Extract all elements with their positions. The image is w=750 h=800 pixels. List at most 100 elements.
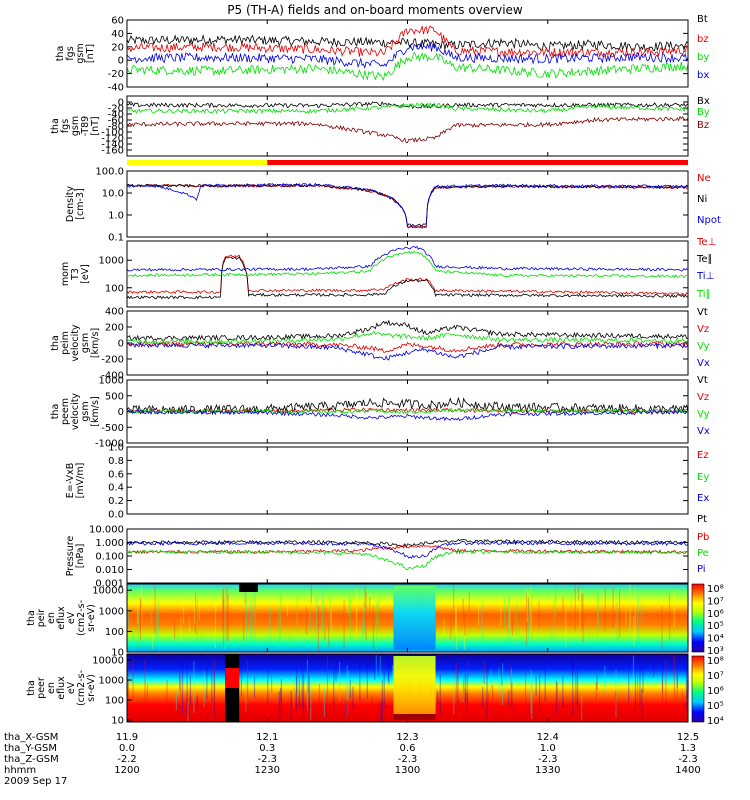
y-tick-label: 0.4: [108, 483, 124, 494]
spectrogram-streak: [577, 586, 580, 601]
colorbar-tick-label: 10⁵: [707, 701, 724, 712]
spectrogram-streak: [498, 667, 500, 693]
spectrogram-streak: [437, 691, 439, 707]
spectrogram-streak: [324, 605, 326, 630]
spectrogram-streak: [245, 677, 247, 712]
spectrogram-streak: [531, 673, 533, 720]
spectrogram-streak: [604, 665, 606, 693]
series-line-Vt: [127, 319, 688, 342]
series-line-Te∥: [127, 256, 688, 300]
spectrogram-streak: [482, 686, 484, 707]
spectrogram-streak: [575, 671, 577, 706]
y-axis-label-line: gsm: [80, 401, 91, 421]
spectrogram-streak: [298, 678, 300, 696]
y-axis-label-line: tha: [50, 118, 61, 134]
spectrogram-streak: [483, 661, 485, 684]
spectrogram-streak: [372, 606, 374, 649]
spectrogram-streak: [227, 593, 229, 642]
y-tick-label: 1000: [99, 376, 124, 387]
spectrogram-streak: [465, 673, 467, 703]
series-line-Pi: [127, 540, 688, 560]
y-tick-label: 60: [111, 16, 124, 27]
spectrogram-streak: [668, 592, 671, 640]
spectrogram-streak: [193, 595, 196, 624]
spectrogram-streak: [503, 597, 506, 626]
spectrogram-streak: [181, 660, 184, 714]
y-axis-label-line: eV: [66, 681, 77, 694]
y-tick-label: -100: [101, 128, 124, 139]
spectrogram-streak: [501, 655, 503, 686]
spectrogram-streak: [572, 660, 574, 715]
spectrogram-streak: [296, 594, 298, 636]
spectrogram-streak: [581, 593, 583, 630]
spectrogram-streak: [270, 675, 273, 693]
spectrogram-streak: [316, 596, 318, 635]
spectrogram-streak: [453, 584, 455, 626]
y-tick-label: 500: [105, 391, 124, 402]
series-line-Bt: [127, 33, 688, 53]
y-axis-label: Pressure [nPa]: [65, 536, 86, 577]
spectrogram-streak: [380, 701, 382, 722]
y-tick-label: 200: [105, 323, 124, 334]
spectrogram-streak: [307, 622, 309, 637]
y-tick-label: -40: [108, 83, 124, 94]
y-axis-label-line: eflux: [56, 676, 67, 700]
spectrogram-streak: [307, 654, 309, 694]
spectrogram-depletion: [393, 586, 436, 650]
spectrogram-streak: [321, 589, 323, 632]
legend-entry: Ti⊥: [696, 271, 714, 282]
x-row-value: 1400: [675, 765, 700, 776]
spectrogram-streak: [308, 676, 310, 710]
spectrogram-streak: [139, 597, 142, 625]
x-axis-annotation: tha_X-GSM 11.9 12.1 12.3 12.4 12.5 tha_Y-GSM 0.…: [4, 732, 701, 787]
spectrogram-streak: [596, 674, 598, 690]
spectrogram-streak: [528, 599, 531, 619]
legend-entry: Ni: [697, 194, 707, 205]
spectrogram-streak: [144, 659, 146, 714]
legend-entry: Ey: [697, 472, 709, 483]
spectrogram-streak: [175, 690, 177, 711]
y-tick-label: 10.0: [102, 189, 124, 200]
spectrogram-streak: [182, 594, 185, 625]
legend-entry: Vt: [697, 375, 708, 386]
spectrogram-streak: [306, 659, 309, 711]
spectrogram-streak: [150, 606, 152, 628]
spectrogram-streak: [614, 691, 617, 710]
panel-e-vxb: 1.0 0.8 0.6 0.4 0.2 0.0 E=-VxB [mV/m] Ez Ey Ex: [65, 443, 709, 521]
spectrogram-streak: [673, 655, 676, 699]
y-tick-label: 10: [111, 648, 124, 659]
y-tick-label: -20: [108, 69, 124, 80]
legend-entry: Pb: [697, 532, 709, 543]
spectrogram-streak: [526, 588, 528, 622]
y-tick-label: 10000: [92, 656, 124, 667]
series-line-by: [127, 51, 688, 82]
spectrogram-streak: [289, 634, 291, 649]
spectrogram-streak: [508, 690, 510, 707]
y-tick-label: 100: [105, 283, 124, 294]
spectrogram-streak: [612, 586, 614, 628]
spectrogram-streak: [194, 593, 197, 634]
spectrogram-streak: [452, 655, 454, 671]
data-gap-signal: [225, 668, 240, 688]
y-tick-label: 100.0: [95, 167, 124, 178]
y-tick-label: 10.000: [89, 525, 124, 536]
spectrogram-streak: [642, 666, 644, 693]
colorbar-tick-label: 10⁴: [707, 634, 724, 645]
spectrogram-streak: [377, 596, 380, 627]
spectrogram-streak: [196, 598, 198, 650]
y-axis-label: Density [cm-3]: [65, 186, 86, 222]
spectrogram-streak: [132, 607, 135, 625]
spectrogram-streak: [140, 584, 143, 632]
spectrogram-streak: [478, 602, 480, 626]
series-line-Ti∥: [127, 250, 688, 279]
spectrogram-streak: [579, 590, 581, 629]
legend-entry: Vx: [697, 358, 710, 369]
spectrogram-streak: [637, 595, 639, 648]
y-tick-label: 0.001: [95, 579, 124, 590]
spectrogram-streak: [455, 662, 457, 707]
x-row-value: 1.0: [540, 743, 556, 754]
panel-frame: [126, 240, 689, 308]
spectrogram-streak: [457, 670, 459, 706]
